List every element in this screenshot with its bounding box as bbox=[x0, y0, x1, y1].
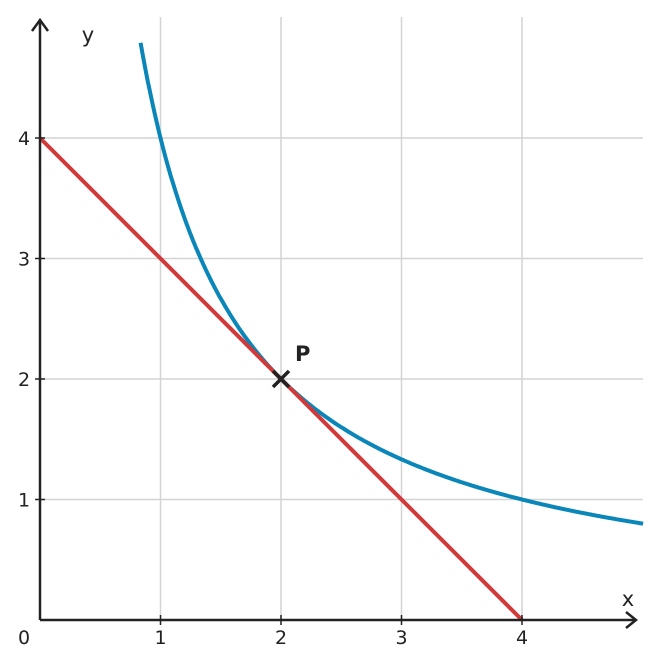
grid bbox=[40, 17, 643, 620]
point-label: P bbox=[295, 342, 310, 366]
y-tick-label: 4 bbox=[18, 128, 30, 150]
point-marker bbox=[271, 369, 291, 389]
series-curve bbox=[138, 42, 644, 526]
axes bbox=[30, 17, 639, 629]
y-tick-label: 3 bbox=[18, 249, 30, 271]
y-tick-label: 2 bbox=[18, 369, 30, 391]
x-tick-label: 3 bbox=[395, 627, 407, 649]
x-tick-label: 4 bbox=[516, 627, 528, 649]
x-tick-label: 2 bbox=[275, 627, 287, 649]
x-axis-arrow bbox=[625, 611, 639, 629]
origin-label: 0 bbox=[18, 627, 30, 649]
points-layer: P bbox=[271, 342, 310, 389]
y-axis-arrow bbox=[30, 17, 50, 32]
x-tick-label: 1 bbox=[154, 627, 166, 649]
tick-labels: 1 2 3 4 1 2 3 4 bbox=[18, 128, 528, 649]
y-tick-label: 1 bbox=[18, 490, 30, 512]
series-layer bbox=[38, 42, 644, 622]
x-axis-label: x bbox=[622, 587, 634, 611]
y-axis-label: y bbox=[82, 23, 94, 47]
